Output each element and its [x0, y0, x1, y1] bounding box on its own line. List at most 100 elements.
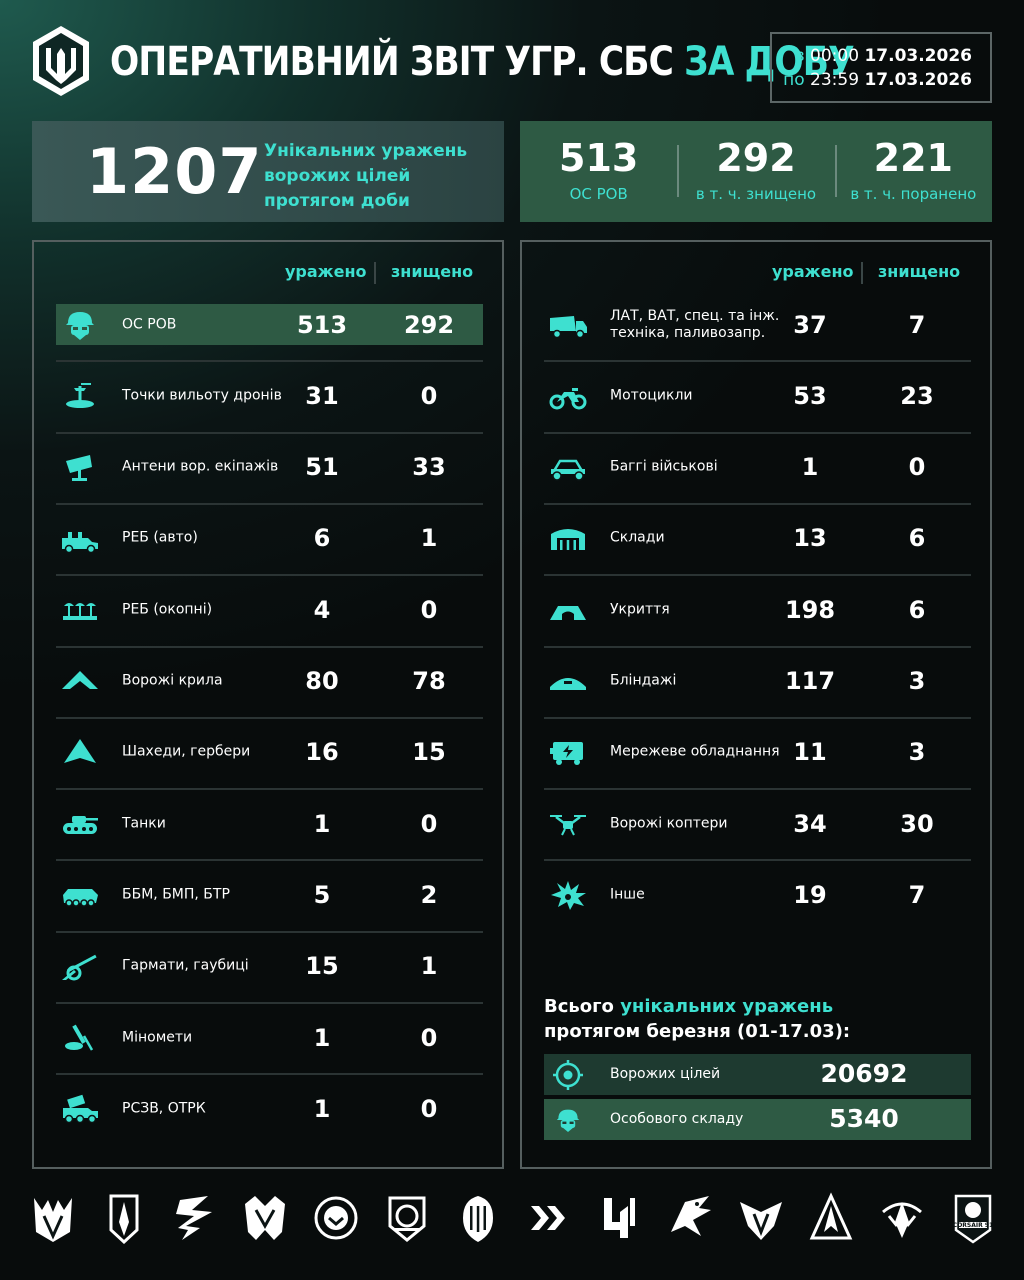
- row-divider: [56, 431, 483, 434]
- stat-row: РЕБ (окопні) 4 0: [56, 574, 483, 645]
- unit-badge-icon: [34, 1198, 72, 1242]
- unit-badge-icon: [175, 1196, 212, 1240]
- personnel-value: 292: [716, 136, 796, 180]
- soldier-icon: [556, 1109, 580, 1132]
- row-divider: [56, 502, 483, 505]
- row-divider: [56, 1002, 483, 1004]
- personnel-label: в т. ч. поранено: [850, 185, 977, 203]
- stat-row: Баггі військові 1 0: [544, 432, 971, 503]
- title-main: ОПЕРАТИВНИЙ ЗВІТ УГР. СБС: [110, 39, 685, 85]
- stat-destroyed-value: 1: [420, 524, 438, 553]
- stat-destroyed-value: 6: [908, 595, 926, 624]
- stat-label: ЛАТ, ВАТ, спец. та інж. техніка, паливоза…: [610, 308, 779, 342]
- stat-row: Танки 1 0: [56, 788, 483, 859]
- stat-label: Точки вильоту дронів: [122, 387, 282, 404]
- stat-hit-value: 1: [801, 453, 819, 482]
- month-summary-row-personnel: Особового складу 5340: [544, 1099, 971, 1140]
- row-divider: [544, 788, 971, 791]
- daily-total-value: 1207: [86, 135, 263, 208]
- month-summary-accent: унікальних уражень: [620, 996, 834, 1017]
- stat-label-line: РЕБ (окопні): [122, 601, 213, 618]
- caption-line-3: протягом доби: [264, 191, 410, 211]
- stat-destroyed-value: 3: [908, 738, 926, 767]
- stat-label: Баггі військові: [610, 459, 718, 476]
- unit-badge-icon: [604, 1198, 636, 1238]
- row-divider: [544, 431, 971, 434]
- stat-label: Міномети: [122, 1029, 192, 1046]
- row-divider: [544, 645, 971, 648]
- caption-line-1: Унікальних уражень: [264, 141, 468, 161]
- stat-label-line: Міномети: [122, 1029, 193, 1045]
- stat-label-line: РСЗВ, ОТРК: [122, 1100, 206, 1117]
- personnel-label: ОС РОВ: [569, 185, 628, 203]
- antenna-icon: [66, 455, 92, 482]
- column-header-destroyed: знищено: [878, 262, 961, 281]
- apc-icon: [63, 888, 98, 907]
- unit-badge-icon: [388, 1196, 426, 1242]
- daily-total-box: 1207 Унікальних уражень ворожих цілей пр…: [32, 121, 504, 222]
- month-summary-value: 20692: [820, 1059, 908, 1088]
- stat-destroyed-value: 0: [420, 381, 438, 410]
- stat-row: ОС РОВ 513 292: [56, 304, 483, 345]
- stat-hit-value: 11: [793, 738, 827, 767]
- column-separator: [861, 262, 863, 284]
- month-summary-prefix: Всього: [544, 996, 621, 1017]
- stat-hit-value: 80: [305, 667, 339, 695]
- stat-destroyed-value: 0: [420, 595, 438, 624]
- period-from-label: з: [795, 46, 805, 66]
- personnel-label: в т. ч. знищено: [695, 185, 817, 203]
- stat-label-line: Ворожі крила: [122, 672, 223, 689]
- stat-destroyed-value: 6: [908, 524, 926, 553]
- stat-row: РЕБ (авто) 6 1: [56, 503, 483, 574]
- row-divider: [56, 788, 483, 791]
- unit-badge-icon: [462, 1196, 493, 1242]
- row-divider: [544, 716, 971, 719]
- personnel-cell: 221 в т. ч. поранено: [834, 121, 992, 222]
- stat-label-line: Склади: [610, 529, 665, 546]
- stat-hit-value: 51: [305, 453, 339, 482]
- copter-icon: [550, 814, 586, 836]
- stat-hit-value: 1: [313, 809, 331, 838]
- unit-badge-icon: [245, 1196, 286, 1240]
- stat-label-line: Мережеве обладнання: [610, 743, 780, 760]
- stat-row: Склади 13 6: [544, 503, 971, 574]
- stat-destroyed-value: 0: [420, 1094, 438, 1123]
- column-header-hit: уражено: [285, 262, 367, 281]
- stat-label: Мотоцикли: [610, 387, 693, 404]
- mlrs-icon: [63, 1094, 98, 1124]
- stat-row: ББМ, БМП, БТР 5 2: [56, 859, 483, 930]
- unit-badge-icon: [109, 1194, 139, 1244]
- corsair-91-badge-icon: CORSAIR 91: [953, 1194, 993, 1244]
- stat-label-line: ЛАТ, ВАТ, спец. та інж.: [610, 307, 780, 324]
- stat-label-line: Мотоцикли: [610, 387, 693, 404]
- row-divider: [56, 930, 483, 933]
- personnel-value: 513: [559, 136, 639, 180]
- period-to-date: 17.03.2026: [864, 70, 972, 90]
- column-header-destroyed: знищено: [391, 262, 474, 281]
- tank-icon: [63, 815, 98, 834]
- row-divider: [544, 360, 971, 363]
- stat-hit-value: 513: [296, 310, 348, 339]
- stat-hit-value: 31: [305, 381, 339, 410]
- stat-destroyed-value: 1: [420, 952, 438, 981]
- row-divider: [56, 716, 483, 719]
- page-title: ОПЕРАТИВНИЙ ЗВІТ УГР. СБС ЗА ДОБУ: [110, 38, 855, 86]
- stat-hit-value: 53: [793, 381, 827, 410]
- sbs-trident-logo-icon: [33, 26, 89, 96]
- stat-row: Гармати, гаубиці 15 1: [56, 931, 483, 1002]
- shahed-icon: [64, 739, 96, 764]
- stat-label-line: ББМ, БМП, БТР: [122, 886, 230, 903]
- mortar-icon: [65, 1024, 94, 1051]
- stat-label-line: Гармати, гаубиці: [122, 957, 249, 974]
- stat-hit-value: 6: [313, 524, 331, 553]
- unit-badge-icon: [670, 1196, 711, 1236]
- stat-hit-value: 1: [313, 1094, 331, 1123]
- stat-label-line: Укриття: [610, 601, 670, 618]
- row-divider: [56, 645, 483, 648]
- row-divider: [56, 1073, 483, 1076]
- period-to-label: по: [783, 70, 805, 90]
- right-stats-panel: уражено знищено Всього унікальних уражен…: [520, 240, 992, 1169]
- stat-destroyed-value: 15: [412, 738, 446, 767]
- stat-hit-value: 37: [793, 310, 827, 339]
- stat-label: Антени вор. екіпажів: [122, 459, 278, 476]
